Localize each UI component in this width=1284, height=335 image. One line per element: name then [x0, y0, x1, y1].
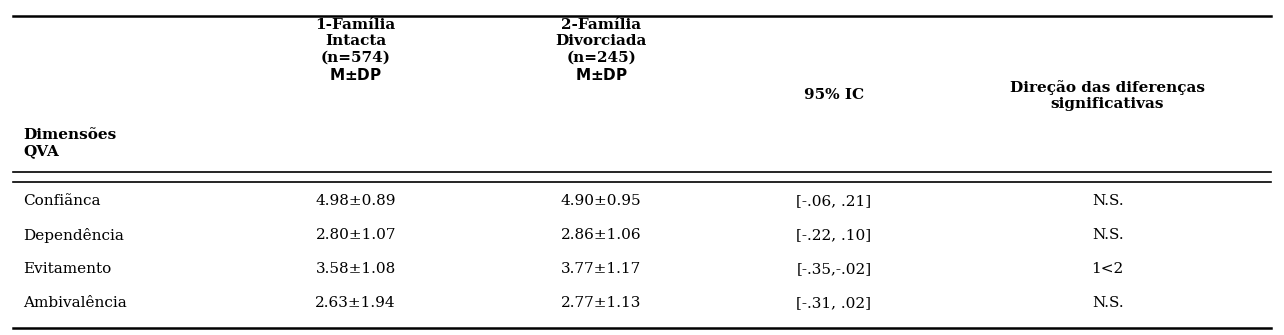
Text: N.S.: N.S.	[1091, 296, 1124, 310]
Text: 95% IC: 95% IC	[804, 88, 864, 102]
Text: 2-Família
Divorciada
(n=245)
$\mathbf{M}$±$\mathbf{DP}$: 2-Família Divorciada (n=245) $\mathbf{M}…	[556, 18, 647, 83]
Text: 3.77±1.17: 3.77±1.17	[561, 262, 641, 276]
Text: N.S.: N.S.	[1091, 228, 1124, 242]
Text: 1<2: 1<2	[1091, 262, 1124, 276]
Text: 4.90±0.95: 4.90±0.95	[561, 194, 642, 208]
Text: 2.86±1.06: 2.86±1.06	[561, 228, 642, 242]
Text: 2.63±1.94: 2.63±1.94	[316, 296, 395, 310]
Text: Dependência: Dependência	[23, 228, 123, 243]
Text: Dimensões
QVA: Dimensões QVA	[23, 128, 116, 158]
Text: [-.22, .10]: [-.22, .10]	[796, 228, 872, 242]
Text: 1-Família
Intacta
(n=574)
$\mathbf{M}$±$\mathbf{DP}$: 1-Família Intacta (n=574) $\mathbf{M}$±$…	[316, 18, 395, 83]
Text: 2.80±1.07: 2.80±1.07	[316, 228, 395, 242]
Text: 4.98±0.89: 4.98±0.89	[316, 194, 395, 208]
Text: Ambivalência: Ambivalência	[23, 296, 127, 310]
Text: N.S.: N.S.	[1091, 194, 1124, 208]
Text: Evitamento: Evitamento	[23, 262, 112, 276]
Text: Direção das diferenças
significativas: Direção das diferenças significativas	[1011, 80, 1206, 111]
Text: [-.06, .21]: [-.06, .21]	[796, 194, 872, 208]
Text: 2.77±1.13: 2.77±1.13	[561, 296, 641, 310]
Text: Confiãnca: Confiãnca	[23, 194, 100, 208]
Text: [-.31, .02]: [-.31, .02]	[796, 296, 872, 310]
Text: 3.58±1.08: 3.58±1.08	[316, 262, 395, 276]
Text: [-.35,-.02]: [-.35,-.02]	[796, 262, 872, 276]
